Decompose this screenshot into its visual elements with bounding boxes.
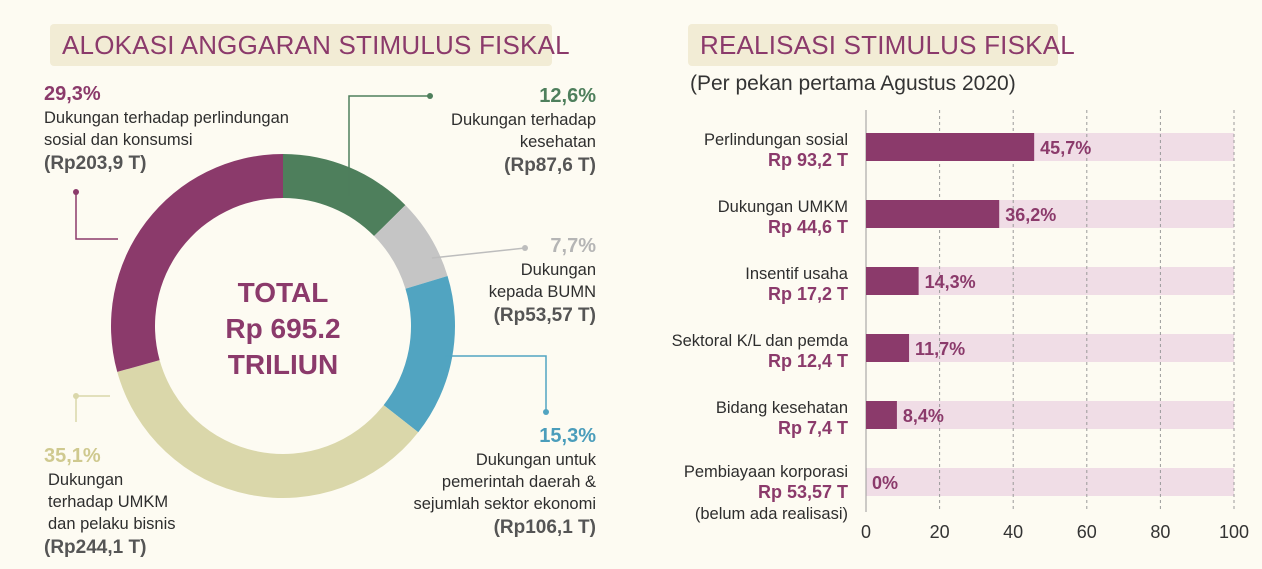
bar-4: [866, 401, 897, 429]
x-tick-label-3: 60: [1077, 522, 1097, 542]
slice-amount-2: (Rp106,1 T): [494, 517, 596, 538]
slice-pct-label-2: 15,3%: [539, 425, 596, 447]
slice-desc-3-2: dan pelaku bisnis: [48, 515, 176, 533]
x-tick-label-1: 20: [930, 522, 950, 542]
bar-category-label-3: Sektoral K/L dan pemda: [672, 332, 849, 350]
right-title: REALISASI STIMULUS FISKAL: [688, 24, 1075, 66]
bar-value-label-1: 36,2%: [1005, 205, 1056, 225]
bar-value-label-5: 0%: [872, 473, 898, 493]
leader-line-2: [445, 355, 547, 412]
slice-desc-2-1: pemerintah daerah &: [442, 473, 596, 491]
bar-track-4: [866, 401, 1234, 429]
bar-track-3: [866, 334, 1234, 362]
bar-amount-label-4: Rp 7,4 T: [778, 418, 848, 438]
slice-desc-0-0: Dukungan terhadap: [451, 111, 596, 129]
slice-amount-0: (Rp87,6 T): [504, 155, 596, 176]
x-tick-label-5: 100: [1219, 522, 1249, 542]
x-tick-label-0: 0: [861, 522, 871, 542]
bar-value-label-2: 14,3%: [925, 272, 976, 292]
slice-desc-4-1: sosial dan konsumsi: [44, 131, 193, 149]
bar-category-label-0: Perlindungan sosial: [704, 131, 848, 149]
bar-value-label-3: 11,7%: [915, 339, 965, 359]
donut-slice-0: [283, 154, 406, 237]
leader-line-0: [348, 95, 430, 196]
x-tick-label-4: 80: [1150, 522, 1170, 542]
slice-desc-1-1: kepada BUMN: [489, 283, 596, 301]
slice-desc-1-0: Dukungan: [521, 261, 596, 279]
center-total-line3: TRILIUN: [228, 349, 338, 380]
slice-desc-4-0: Dukungan terhadap perlindungan: [44, 109, 289, 127]
bar-category-label-4: Bidang kesehatan: [716, 399, 848, 417]
slice-pct-label-0: 12,6%: [539, 85, 596, 107]
center-total-line2: Rp 695.2: [225, 313, 340, 344]
bar-2: [866, 267, 919, 295]
bar-category-label-2: Insentif usaha: [745, 265, 849, 283]
leader-line-1: [431, 247, 526, 259]
slice-desc-2-0: Dukungan untuk: [476, 451, 597, 469]
bar-amount-label-3: Rp 12,4 T: [768, 351, 848, 371]
slice-pct-label-4: 29,3%: [44, 83, 101, 105]
donut-slice-1: [374, 205, 448, 289]
bar-track-2: [866, 267, 1234, 295]
leader-line-3: [75, 395, 110, 422]
bar-track-5: [866, 468, 1234, 496]
slice-desc-2-2: sejumlah sektor ekonomi: [414, 495, 597, 513]
donut-slice-2: [383, 275, 455, 433]
slice-pct-label-1: 7,7%: [550, 235, 596, 257]
donut-slice-4: [110, 154, 283, 372]
bar-amount-label-1: Rp 44,6 T: [768, 217, 848, 237]
left-title: ALOKASI ANGGARAN STIMULUS FISKAL: [50, 24, 570, 66]
x-tick-label-2: 40: [1003, 522, 1023, 542]
donut-slice-3: [117, 360, 419, 498]
right-subtitle: (Per pekan pertama Agustus 2020): [690, 72, 1016, 95]
slice-amount-4: (Rp203,9 T): [44, 153, 146, 174]
bar-value-label-0: 45,7%: [1040, 138, 1091, 158]
bar-amount-label-2: Rp 17,2 T: [768, 284, 848, 304]
slice-amount-3: (Rp244,1 T): [44, 537, 146, 558]
bar-category-label-5: Pembiayaan korporasi: [684, 463, 848, 481]
bar-note-label-5: (belum ada realisasi): [695, 505, 848, 523]
bar-amount-label-0: Rp 93,2 T: [768, 150, 848, 170]
bar-0: [866, 133, 1035, 161]
bar-amount-label-5: Rp 53,57 T: [758, 482, 848, 502]
slice-pct-label-3: 35,1%: [44, 445, 101, 467]
leader-dot-4: [73, 189, 79, 195]
slice-desc-3-1: terhadap UMKM: [48, 493, 168, 511]
bar-value-label-4: 8,4%: [903, 406, 944, 426]
slice-desc-0-1: kesehatan: [520, 133, 596, 151]
leader-line-4: [75, 192, 118, 240]
slice-amount-1: (Rp53,57 T): [494, 305, 596, 326]
leader-dot-1: [522, 245, 528, 251]
bar-category-label-1: Dukungan UMKM: [718, 198, 848, 216]
leader-dot-0: [427, 93, 433, 99]
leader-dot-2: [543, 409, 549, 415]
center-total-line1: TOTAL: [238, 277, 329, 308]
bar-3: [866, 334, 910, 362]
leader-dot-3: [73, 393, 79, 399]
slice-desc-3-0: Dukungan: [48, 471, 123, 489]
bar-1: [866, 200, 1000, 228]
